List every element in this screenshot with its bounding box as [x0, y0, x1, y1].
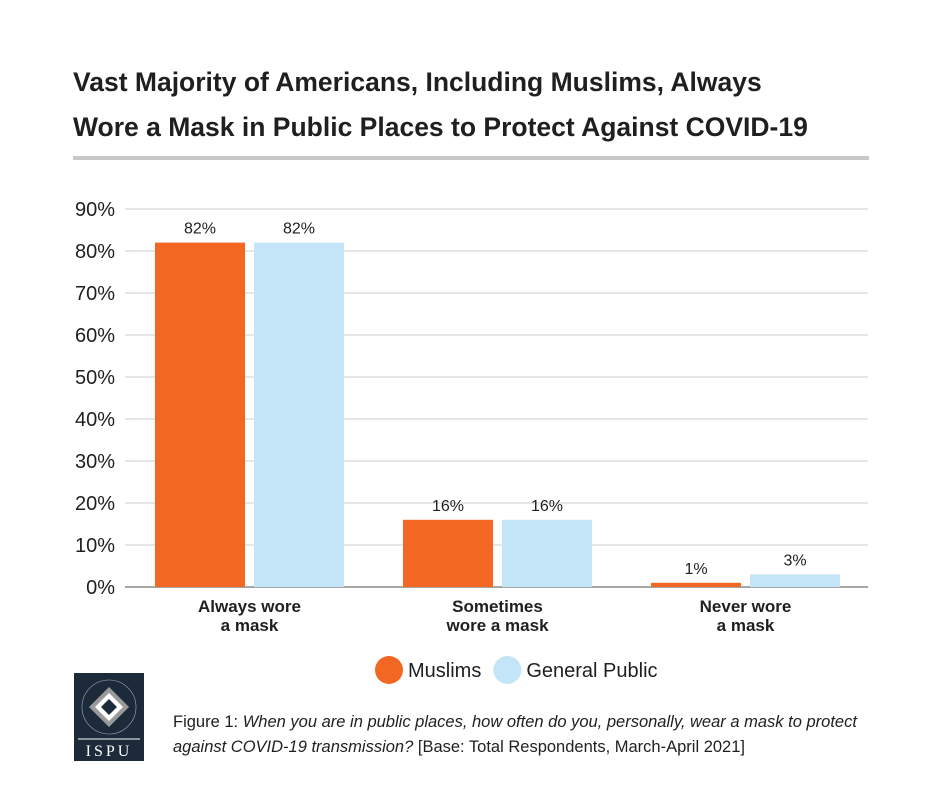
caption-label: Figure 1:	[173, 713, 239, 731]
x-category-label: wore a mask	[445, 616, 549, 635]
y-tick-label: 10%	[75, 535, 115, 557]
y-tick-label: 20%	[75, 493, 115, 515]
y-tick-label: 90%	[75, 199, 115, 221]
title-line-2: Wore a Mask in Public Places to Protect …	[73, 112, 808, 142]
bar-muslims	[651, 582, 741, 587]
title-divider	[73, 156, 869, 160]
x-category-label: Never wore	[700, 597, 792, 616]
data-label: 82%	[184, 221, 216, 238]
y-tick-label: 80%	[75, 241, 115, 263]
legend-swatch	[375, 656, 403, 684]
y-tick-label: 60%	[75, 325, 115, 347]
y-tick-label: 30%	[75, 451, 115, 473]
data-label: 82%	[283, 221, 315, 238]
legend-swatch	[493, 656, 522, 684]
x-category-label: a mask	[221, 616, 279, 635]
bar-general-public	[502, 519, 592, 587]
svg-text:ISPU: ISPU	[86, 743, 133, 760]
y-tick-label: 50%	[75, 367, 115, 389]
figure-caption: Figure 1: When you are in public places,…	[173, 710, 913, 760]
title-line-1: Vast Majority of Americans, Including Mu…	[73, 67, 762, 97]
data-label: 1%	[684, 561, 707, 578]
x-category-label: a mask	[717, 616, 775, 635]
chart-title: Vast Majority of Americans, Including Mu…	[73, 60, 893, 150]
bar-general-public	[254, 242, 344, 587]
y-tick-label: 40%	[75, 409, 115, 431]
bar-muslims	[155, 242, 245, 587]
bar-muslims	[403, 519, 493, 587]
data-label: 3%	[783, 552, 806, 569]
ispu-logo: ISPU	[74, 673, 144, 761]
logo-emblem: ISPU	[78, 679, 140, 760]
legend-label: General Public	[526, 660, 657, 682]
caption-base: [Base: Total Respondents, March-April 20…	[417, 738, 745, 756]
y-tick-label: 70%	[75, 283, 115, 305]
caption-question: When you are in public places, how often…	[173, 713, 857, 756]
legend-label: Muslims	[408, 660, 481, 682]
data-label: 16%	[432, 498, 464, 515]
x-category-label: Sometimes	[452, 597, 543, 616]
x-category-label: Always wore	[198, 597, 301, 616]
bar-chart: 0% 10% 20% 30% 40% 50% 60% 70% 80% 90% 82% 82% Alway…	[75, 199, 868, 684]
bar-general-public	[750, 574, 840, 587]
data-label: 16%	[531, 498, 563, 515]
y-tick-label: 0%	[86, 577, 115, 599]
